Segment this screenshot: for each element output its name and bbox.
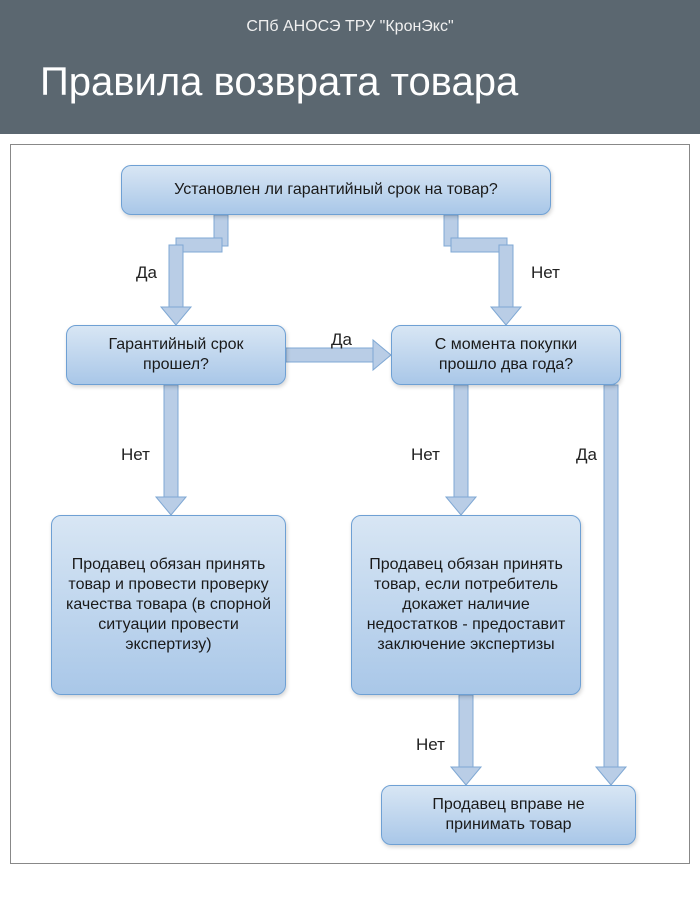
flowchart-node: Установлен ли гарантийный срок на товар?: [121, 165, 551, 215]
header-org: СПб АНОСЭ ТРУ "КронЭкс": [40, 18, 660, 36]
flowchart-node: Гарантийный срок прошел?: [66, 325, 286, 385]
flowchart-frame: Установлен ли гарантийный срок на товар?…: [10, 144, 690, 864]
edge-label: Да: [136, 263, 157, 283]
page-title: Правила возврата товара: [40, 60, 660, 104]
flowchart-node: Продавец вправе не принимать товар: [381, 785, 636, 845]
page-header: СПб АНОСЭ ТРУ "КронЭкс" Правила возврата…: [0, 0, 700, 134]
flowchart-node: С момента покупки прошло два года?: [391, 325, 621, 385]
edge-label: Нет: [531, 263, 560, 283]
flowchart-edges: [11, 145, 689, 863]
edge-label: Нет: [411, 445, 440, 465]
edge-label: Да: [331, 330, 352, 350]
edge-label: Нет: [416, 735, 445, 755]
edge-label: Нет: [121, 445, 150, 465]
flowchart-node: Продавец обязан принять товар, если потр…: [351, 515, 581, 695]
flowchart-node: Продавец обязан принять товар и провести…: [51, 515, 286, 695]
edge-label: Да: [576, 445, 597, 465]
